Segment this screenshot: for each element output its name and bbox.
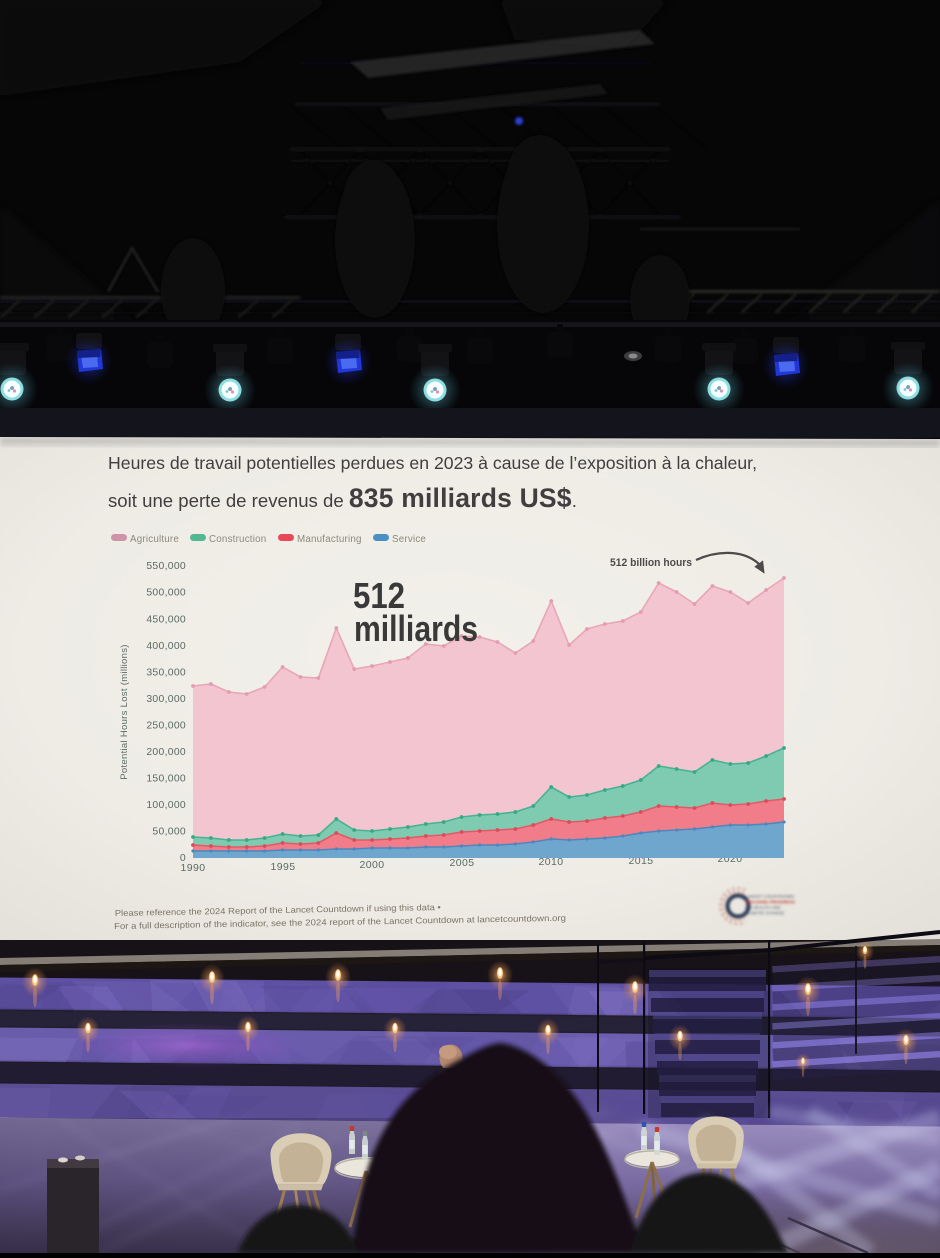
svg-text:Agriculture: Agriculture — [130, 534, 179, 545]
svg-text:200,000: 200,000 — [146, 747, 186, 758]
svg-text:Heures de travail potentielles: Heures de travail potentielles perdues e… — [108, 453, 757, 473]
svg-text:350,000: 350,000 — [146, 667, 186, 678]
svg-text:2010: 2010 — [539, 856, 564, 868]
svg-text:450,000: 450,000 — [146, 614, 186, 625]
svg-text:CLIMATE CHANGE: CLIMATE CHANGE — [745, 911, 784, 916]
svg-text:500,000: 500,000 — [146, 588, 186, 599]
svg-text:2000: 2000 — [360, 859, 385, 871]
svg-text:300,000: 300,000 — [146, 694, 186, 705]
svg-text:TRACKING PROGRESS: TRACKING PROGRESS — [745, 900, 795, 905]
svg-text:100,000: 100,000 — [146, 800, 186, 811]
svg-text:512 billion hours: 512 billion hours — [610, 557, 692, 569]
svg-text:50,000: 50,000 — [152, 827, 186, 838]
svg-text:0: 0 — [180, 853, 186, 864]
svg-text:150,000: 150,000 — [146, 774, 186, 785]
svg-text:250,000: 250,000 — [146, 721, 186, 732]
svg-text:ON HEALTH AND: ON HEALTH AND — [745, 905, 781, 910]
svg-text:milliards: milliards — [354, 608, 478, 649]
svg-text:Manufacturing: Manufacturing — [297, 534, 362, 545]
svg-text:Service: Service — [392, 534, 426, 545]
svg-text:Construction: Construction — [209, 534, 266, 545]
svg-text:2005: 2005 — [450, 857, 475, 869]
svg-text:Potential Hours Lost (millions: Potential Hours Lost (millions) — [119, 644, 130, 780]
svg-text:1995: 1995 — [271, 861, 296, 873]
svg-text:550,000: 550,000 — [146, 561, 186, 572]
svg-text:1990: 1990 — [181, 862, 206, 874]
svg-text:400,000: 400,000 — [146, 641, 186, 652]
svg-text:512: 512 — [353, 575, 405, 616]
svg-text:LANCET COUNTDOWN:: LANCET COUNTDOWN: — [745, 894, 795, 899]
